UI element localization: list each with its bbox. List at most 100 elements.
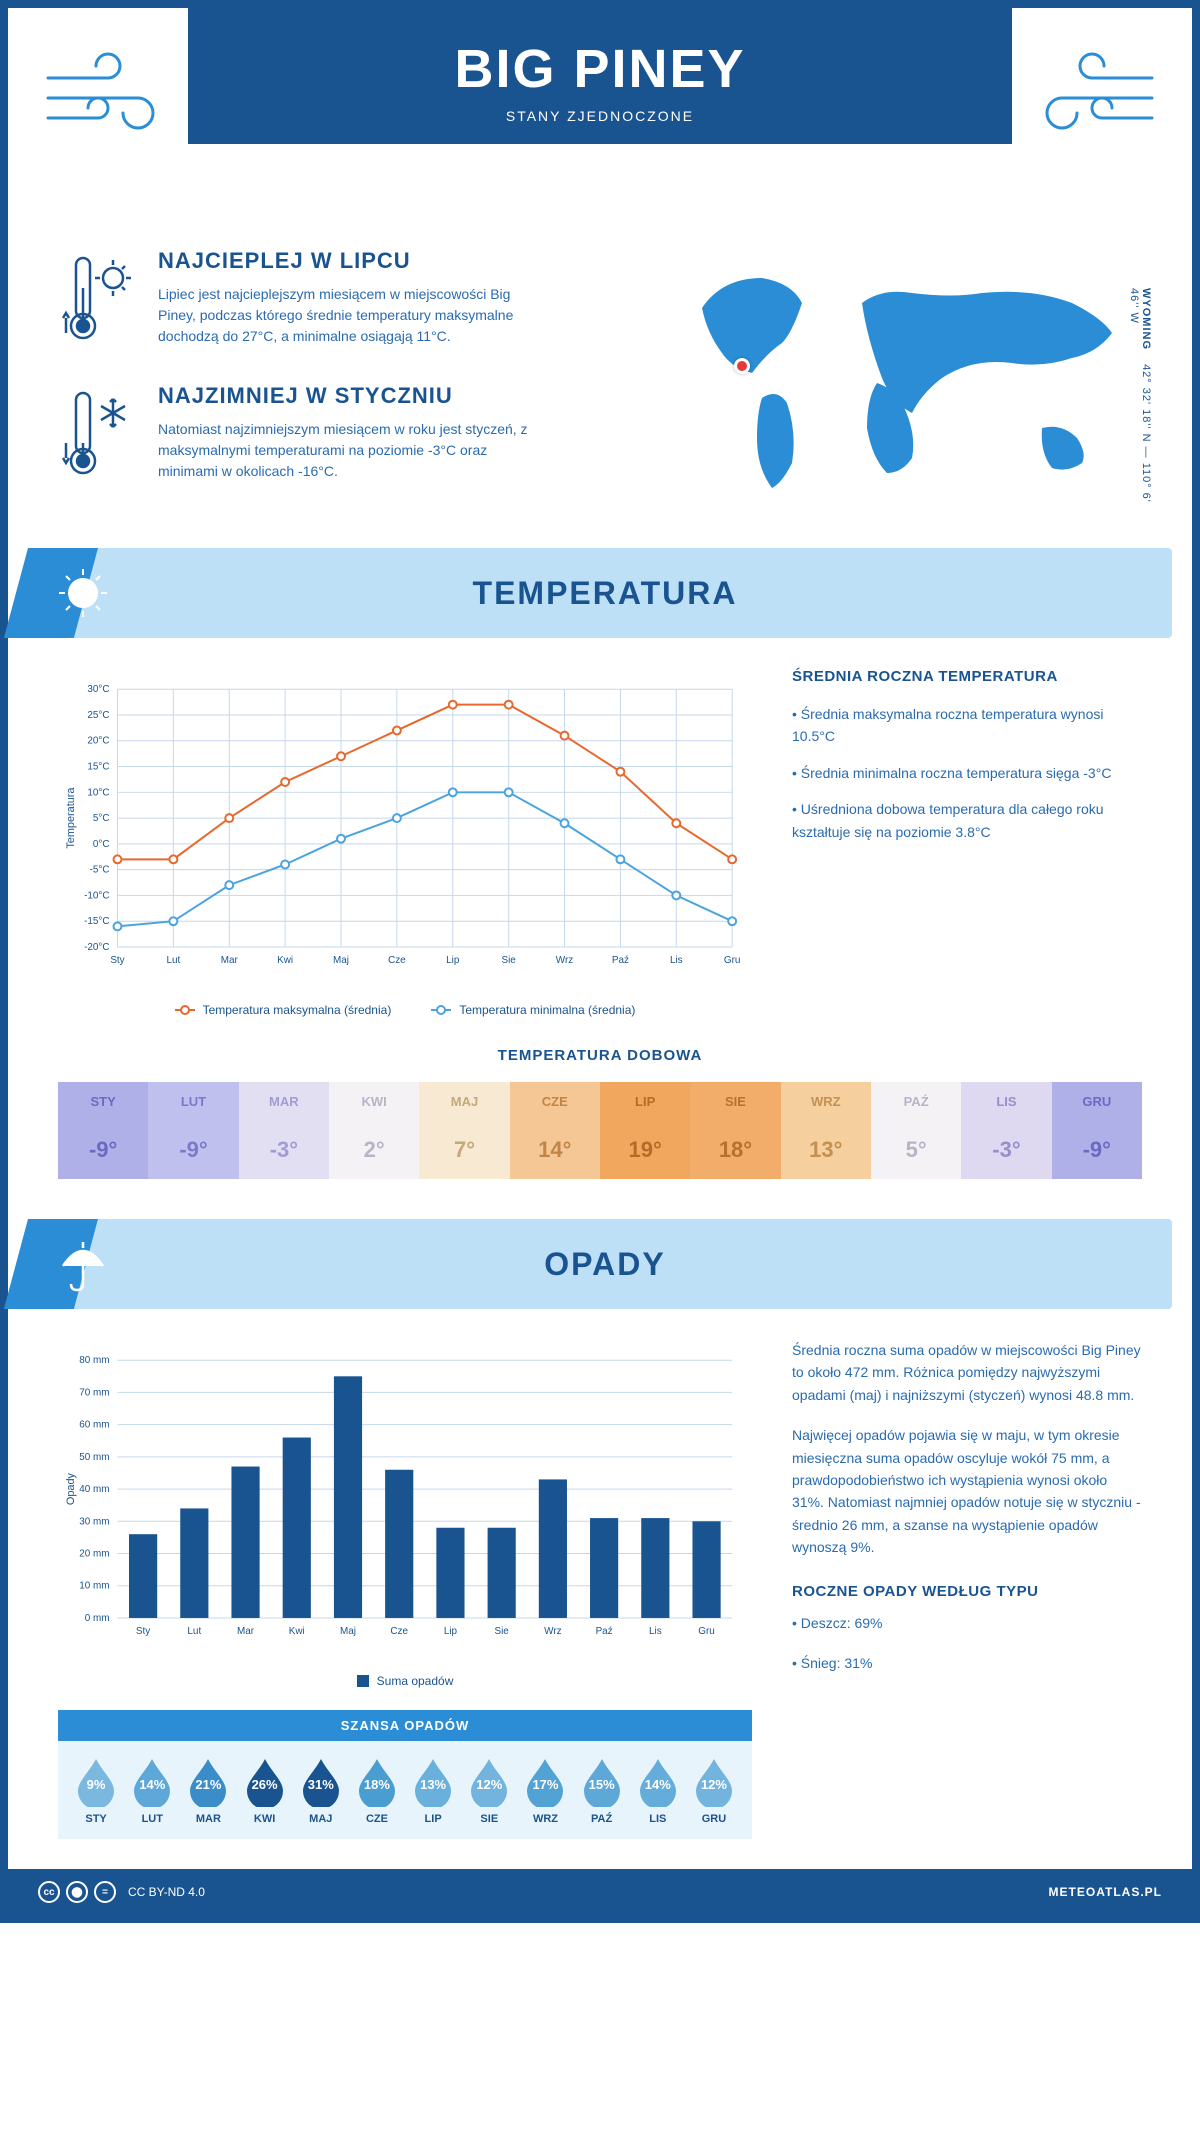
svg-text:30 mm: 30 mm (79, 1516, 109, 1527)
svg-text:50 mm: 50 mm (79, 1452, 109, 1463)
hottest-title: NAJCIEPLEJ W LIPCU (158, 248, 538, 274)
chance-title: SZANSA OPADÓW (58, 1710, 752, 1741)
chance-cell: 26%KWI (237, 1755, 293, 1825)
precip-text-1: Średnia roczna suma opadów w miejscowośc… (792, 1339, 1142, 1406)
svg-text:40 mm: 40 mm (79, 1484, 109, 1495)
precip-type-title: ROCZNE OPADY WEDŁUG TYPU (792, 1583, 1142, 1600)
avg-temp-title: ŚREDNIA ROCZNA TEMPERATURA (792, 668, 1142, 685)
chance-cell: 21%MAR (180, 1755, 236, 1825)
coldest-title: NAJZIMNIEJ W STYCZNIU (158, 383, 538, 409)
svg-text:Sty: Sty (136, 1626, 150, 1637)
svg-text:Paź: Paź (612, 955, 629, 966)
nd-icon: = (94, 1881, 116, 1903)
by-icon: ⬤ (66, 1881, 88, 1903)
svg-text:20°C: 20°C (87, 736, 109, 747)
svg-text:15°C: 15°C (87, 762, 109, 773)
chance-cell: 15%PAŹ (574, 1755, 630, 1825)
temp-bullet: • Uśredniona dobowa temperatura dla całe… (792, 798, 1142, 843)
daily-cell: MAJ7° (419, 1082, 509, 1179)
svg-text:Paź: Paź (596, 1626, 613, 1637)
legend-min: Temperatura minimalna (średnia) (431, 1003, 635, 1017)
state-label: WYOMING (1140, 288, 1152, 350)
header: BIG PINEY STANY ZJEDNOCZONE (8, 8, 1192, 208)
chance-cell: 14%LUT (124, 1755, 180, 1825)
city-title: BIG PINEY (188, 38, 1012, 100)
cc-icons: cc ⬤ = (38, 1881, 116, 1903)
world-map: WYOMING 42° 32' 18'' N — 110° 6' 46'' W (662, 248, 1142, 518)
svg-text:10 mm: 10 mm (79, 1581, 109, 1592)
daily-temp-title: TEMPERATURA DOBOWA (58, 1047, 1142, 1064)
svg-text:Lut: Lut (187, 1626, 201, 1637)
svg-text:Sie: Sie (495, 1626, 510, 1637)
location-marker-icon (734, 358, 750, 374)
temperature-header: TEMPERATURA (28, 548, 1172, 638)
sun-icon (28, 548, 138, 638)
svg-text:80 mm: 80 mm (79, 1355, 109, 1366)
precip-text-2: Najwięcej opadów pojawia się w maju, w t… (792, 1424, 1142, 1558)
svg-text:Lip: Lip (444, 1626, 458, 1637)
hottest-block: NAJCIEPLEJ W LIPCU Lipiec jest najcieple… (58, 248, 632, 353)
svg-text:Maj: Maj (340, 1626, 356, 1637)
svg-text:0 mm: 0 mm (85, 1613, 110, 1624)
svg-text:25°C: 25°C (87, 710, 109, 721)
page: BIG PINEY STANY ZJEDNOCZONE NAJCIEPLEJ W… (0, 0, 1200, 1923)
precip-bullet: • Śnieg: 31% (792, 1652, 1142, 1674)
daily-cell: GRU-9° (1052, 1082, 1142, 1179)
chance-cell: 31%MAJ (293, 1755, 349, 1825)
svg-text:-15°C: -15°C (84, 916, 109, 927)
daily-cell: SIE18° (690, 1082, 780, 1179)
daily-cell: LIS-3° (961, 1082, 1051, 1179)
svg-text:Gru: Gru (724, 955, 741, 966)
precipitation-title: OPADY (138, 1246, 1172, 1283)
svg-text:Lis: Lis (670, 955, 683, 966)
temp-bullet: • Średnia maksymalna roczna temperatura … (792, 703, 1142, 748)
svg-text:Gru: Gru (698, 1626, 715, 1637)
chance-cell: 14%LIS (630, 1755, 686, 1825)
header-banner: BIG PINEY STANY ZJEDNOCZONE (188, 8, 1012, 144)
svg-text:Maj: Maj (333, 955, 349, 966)
svg-text:Lip: Lip (446, 955, 460, 966)
coldest-text: Natomiast najzimniejszym miesiącem w rok… (158, 419, 538, 482)
chance-cell: 17%WRZ (517, 1755, 573, 1825)
svg-text:70 mm: 70 mm (79, 1387, 109, 1398)
svg-text:Kwi: Kwi (277, 955, 293, 966)
chance-cell: 18%CZE (349, 1755, 405, 1825)
svg-text:-10°C: -10°C (84, 890, 109, 901)
footer: cc ⬤ = CC BY-ND 4.0 METEOATLAS.PL (8, 1869, 1192, 1915)
daily-cell: KWI2° (329, 1082, 419, 1179)
svg-text:Cze: Cze (388, 955, 406, 966)
site-name: METEOATLAS.PL (1049, 1885, 1162, 1899)
daily-cell: STY-9° (58, 1082, 148, 1179)
country-subtitle: STANY ZJEDNOCZONE (188, 108, 1012, 124)
wind-icon-left (38, 48, 178, 148)
thermometer-snow-icon (58, 383, 138, 488)
daily-cell: PAŹ5° (871, 1082, 961, 1179)
chance-cell: 12%SIE (461, 1755, 517, 1825)
legend-max: Temperatura maksymalna (średnia) (175, 1003, 392, 1017)
svg-text:60 mm: 60 mm (79, 1420, 109, 1431)
temperature-section: -20°C-15°C-10°C-5°C0°C5°C10°C15°C20°C25°… (8, 638, 1192, 1047)
svg-text:20 mm: 20 mm (79, 1549, 109, 1560)
svg-text:-20°C: -20°C (84, 942, 109, 953)
svg-text:Mar: Mar (221, 955, 239, 966)
wind-icon-right (1022, 48, 1162, 148)
hottest-text: Lipiec jest najcieplejszym miesiącem w m… (158, 284, 538, 347)
intro-section: NAJCIEPLEJ W LIPCU Lipiec jest najcieple… (8, 208, 1192, 548)
svg-text:Lis: Lis (649, 1626, 662, 1637)
daily-cell: CZE14° (510, 1082, 600, 1179)
svg-text:Kwi: Kwi (289, 1626, 305, 1637)
temp-bullet: • Średnia minimalna roczna temperatura s… (792, 762, 1142, 784)
umbrella-icon (28, 1219, 138, 1309)
svg-text:0°C: 0°C (93, 839, 110, 850)
precipitation-header: OPADY (28, 1219, 1172, 1309)
svg-text:Wrz: Wrz (556, 955, 573, 966)
daily-cell: LUT-9° (148, 1082, 238, 1179)
svg-text:5°C: 5°C (93, 813, 110, 824)
svg-text:Wrz: Wrz (544, 1626, 561, 1637)
svg-text:Cze: Cze (390, 1626, 408, 1637)
svg-text:30°C: 30°C (87, 684, 109, 695)
svg-text:Sty: Sty (110, 955, 124, 966)
precipitation-chance: SZANSA OPADÓW 9%STY14%LUT21%MAR26%KWI31%… (58, 1710, 752, 1839)
svg-text:-5°C: -5°C (90, 865, 110, 876)
daily-cell: LIP19° (600, 1082, 690, 1179)
